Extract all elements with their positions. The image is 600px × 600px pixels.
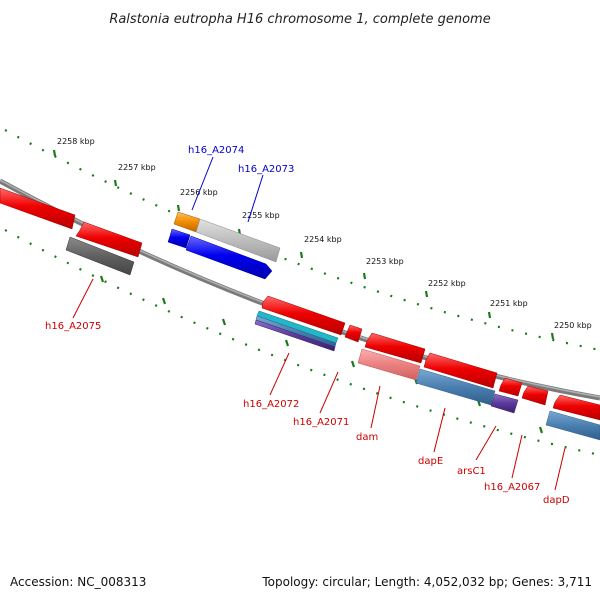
gene-label-h16-A2075[interactable]: h16_A2075: [45, 321, 101, 332]
ruler-label: 2255 kbp: [242, 211, 280, 220]
feature-track-steel-dapD[interactable]: [545, 410, 600, 441]
feature-track-purple[interactable]: [254, 319, 336, 352]
ruler-tick: [550, 332, 555, 340]
leader-line-h16-A2075: [72, 278, 94, 319]
ruler-tick: [538, 426, 544, 434]
gene-arrow-h16-A2073[interactable]: [195, 218, 281, 263]
ruler-label: 2253 kbp: [366, 257, 404, 266]
gene-arrow-dam[interactable]: [364, 332, 426, 364]
ruler-tick: [113, 179, 118, 187]
ruler-label: 2251 kbp: [490, 299, 528, 308]
gene-label-arsC1[interactable]: arsC1: [457, 466, 486, 477]
ruler-tick: [487, 311, 492, 319]
feature-track-purple-arsC1[interactable]: [490, 393, 519, 414]
leader-line-h16-A2072: [269, 352, 290, 396]
gene-arrow-h16-A2074[interactable]: [173, 211, 201, 233]
leader-line-dapD: [554, 447, 566, 491]
ruler-tick: [362, 272, 367, 280]
leader-line-dapE: [433, 407, 446, 453]
leader-line-h16-A2073: [247, 174, 264, 223]
map-title: Ralstonia eutropha H16 chromosome 1, com…: [109, 12, 490, 27]
gene-arrow-dapE[interactable]: [423, 352, 498, 389]
ruler-label: 2258 kbp: [57, 137, 95, 146]
gene-label-h16-A2073[interactable]: h16_A2073: [238, 164, 294, 175]
gene-arrow-blue-small[interactable]: [167, 228, 191, 249]
gene-label-dam[interactable]: dam: [356, 432, 378, 443]
gene-arrow-dapD[interactable]: [552, 394, 600, 421]
feature-track-steel-dapE[interactable]: [415, 368, 496, 406]
ruler-tick: [424, 290, 429, 298]
feature-track-pink[interactable]: [357, 348, 421, 381]
gene-arrow-blue[interactable]: [185, 235, 273, 280]
gene-label-dapE[interactable]: dapE: [418, 456, 443, 467]
gene-arrow-arsC1[interactable]: [498, 377, 523, 397]
gene-label-h16-A2067[interactable]: h16_A2067: [484, 482, 540, 493]
gene-label-h16-A2074[interactable]: h16_A2074: [188, 145, 244, 156]
ruler-label: 2257 kbp: [118, 163, 156, 172]
topology-text: Topology: circular; Length: 4,052,032 bp…: [261, 575, 592, 589]
gene-label-dapD[interactable]: dapD: [543, 495, 570, 506]
chromosome-backbone-highlight: [0, 179, 600, 398]
ruler-tick: [52, 149, 57, 157]
accession-text: Accession: NC_008313: [10, 575, 146, 589]
gene-arrow-h16-A2072[interactable]: [261, 295, 346, 336]
inner-ruler-ticks: [99, 275, 544, 434]
leader-line-h16-A2071: [319, 371, 339, 414]
ruler-tick: [99, 275, 105, 283]
ruler-tick: [176, 204, 181, 212]
ruler-tick: [284, 339, 290, 347]
outer-ruler-ticks: [52, 149, 555, 340]
chromosome-backbone: [0, 178, 600, 401]
leader-line-dam: [370, 385, 381, 429]
feature-track-dark-gray[interactable]: [65, 236, 135, 276]
ruler-tick: [299, 251, 304, 259]
ruler-tick: [161, 297, 167, 305]
ruler-label: 2250 kbp: [554, 321, 592, 330]
gene-arrow-h16-A2071[interactable]: [344, 324, 363, 343]
ruler-tick: [221, 318, 227, 326]
gene-label-h16-A2071[interactable]: h16_A2071: [293, 417, 349, 428]
leader-line-h16-A2067: [511, 434, 523, 479]
ruler-label: 2254 kbp: [304, 235, 342, 244]
gene-arrow-h16-A2075[interactable]: [0, 187, 76, 230]
ruler-label: 2252 kbp: [428, 279, 466, 288]
reverse-leader-lines: [72, 278, 566, 491]
gene-label-h16-A2072[interactable]: h16_A2072: [243, 399, 299, 410]
ruler-tick: [350, 360, 356, 368]
leader-line-h16-A2074: [191, 156, 214, 211]
gene-arrow-h16-A2067[interactable]: [521, 385, 549, 406]
gene-arrow-red[interactable]: [75, 221, 143, 258]
leader-line-arsC1: [475, 425, 497, 461]
